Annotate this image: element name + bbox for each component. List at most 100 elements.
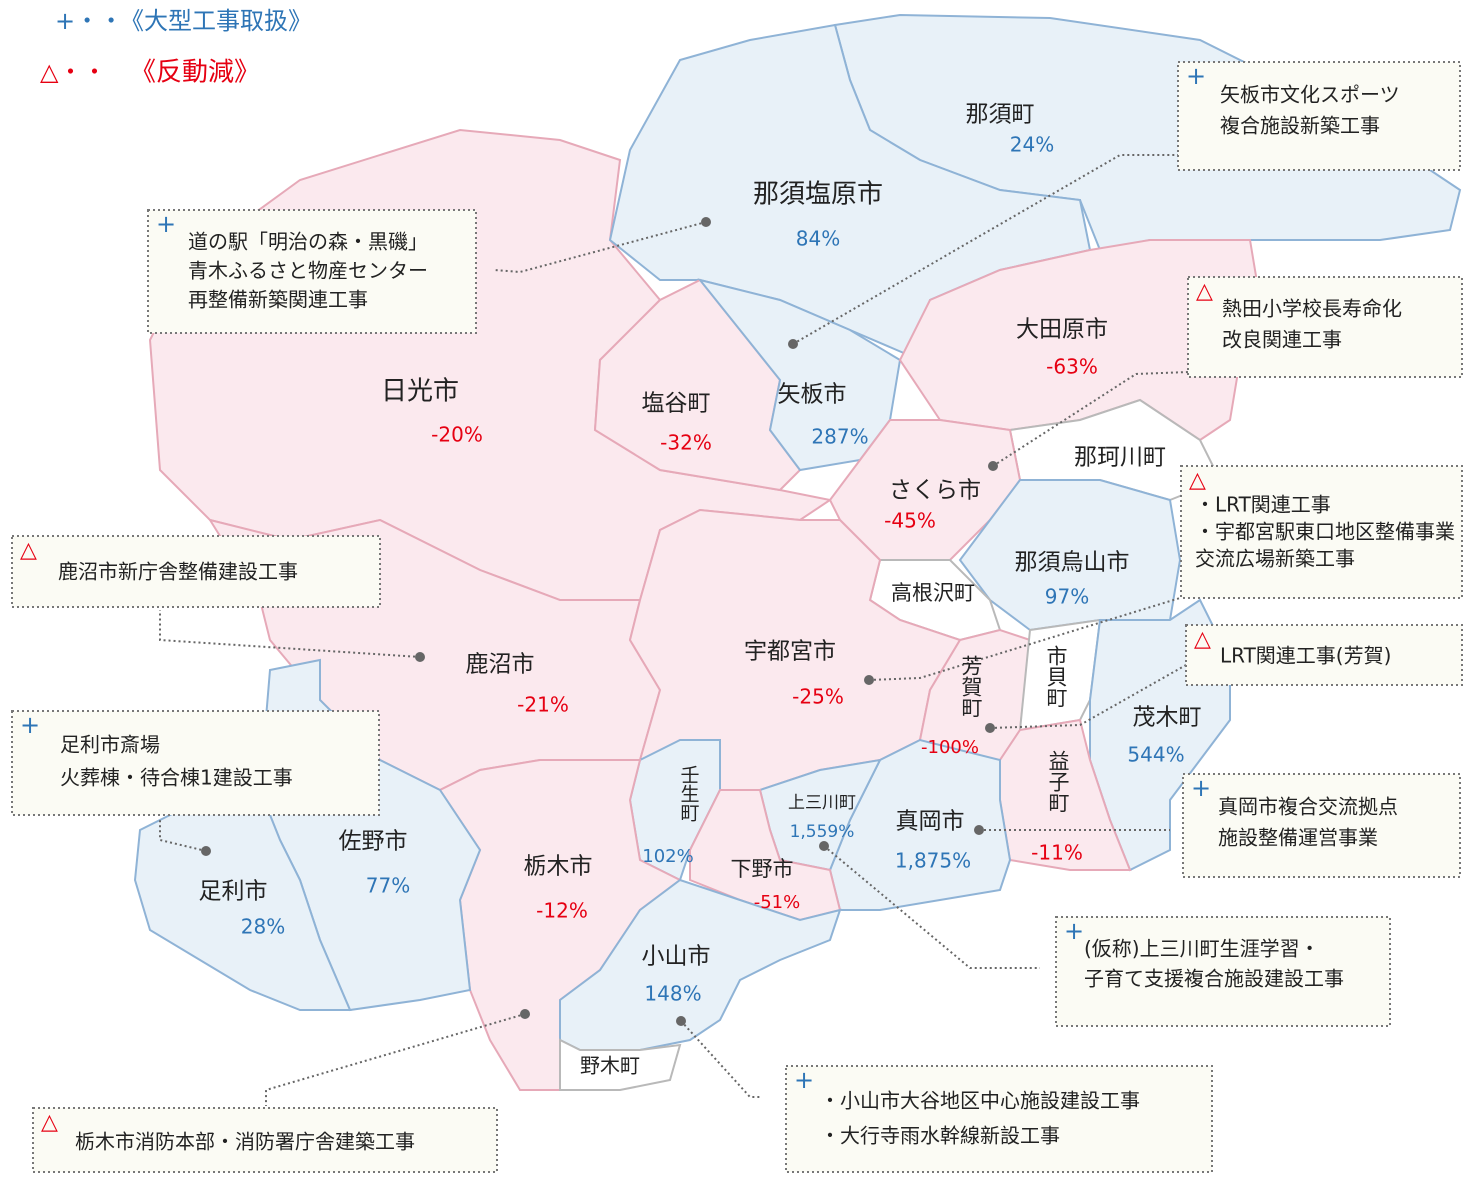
region-name: 壬生町 (678, 765, 700, 822)
callout-text: ・宇都宮駅東口地区整備事業 (1195, 520, 1455, 544)
site-dot (415, 652, 425, 662)
region-name: 那須町 (966, 102, 1035, 128)
callout-text: 施設整備運営事業 (1218, 826, 1378, 850)
region-name: 市貝町 (1044, 645, 1068, 708)
callout-text: 矢板市文化スポーツ (1220, 83, 1400, 107)
callout-marker: △ (20, 538, 37, 563)
legend-label: 《大型工事取扱》 (120, 7, 312, 35)
callout-text: 真岡市複合交流拠点 (1218, 795, 1398, 819)
site-dot (988, 461, 998, 471)
region-change: 1,559% (790, 822, 855, 842)
region-name: 塩谷町 (642, 391, 711, 417)
callout-marker: △ (41, 1110, 58, 1135)
region-change: 1,875% (895, 849, 971, 873)
callout-text: 青木ふるさと物産センター (188, 259, 428, 283)
region-name: 足利市 (199, 879, 268, 905)
callout-marker: + (20, 711, 40, 739)
callout-box (1180, 465, 1463, 599)
region-name: 大田原市 (1016, 317, 1108, 343)
callout-text: ・LRT関連工事 (1195, 493, 1331, 517)
callout-text: (仮称)上三川町生涯学習・ (1084, 937, 1320, 961)
region-labels: 那須町 24% 那須塩原市 84% 日光市 -20% 塩谷町 -32% 矢板市 … (199, 102, 1202, 1078)
callout-text: 熱田小学校長寿命化 (1222, 297, 1402, 321)
region-name: 上三川町 (788, 793, 856, 813)
callout-box (1177, 61, 1461, 171)
legend-symbol: +・・ (55, 7, 123, 35)
callout-text: 火葬棟・待合棟1建設工事 (60, 766, 293, 790)
region-change: -100% (921, 737, 979, 758)
callout-box (147, 209, 477, 334)
callout-box (32, 1107, 498, 1173)
callout-text: 栃木市消防本部・消防署庁舎建築工事 (75, 1130, 415, 1154)
region-name: 小山市 (642, 944, 711, 970)
region-change: -21% (517, 693, 569, 717)
leader-line (680, 1020, 762, 1098)
callout-marker: + (794, 1066, 814, 1094)
callout-marker: + (1064, 917, 1084, 945)
legend-symbol: △・・ (40, 58, 106, 86)
region-name: 真岡市 (896, 809, 965, 835)
region-shape (559, 1038, 682, 1091)
callout-box (1185, 624, 1463, 686)
callout-text: 交流広場新築工事 (1195, 547, 1355, 571)
callout-text: LRT関連工事(芳賀) (1220, 644, 1391, 668)
site-dot (520, 1009, 530, 1019)
leader-line (989, 664, 1187, 729)
region-change: 97% (1045, 585, 1089, 609)
region-name: 佐野市 (339, 829, 408, 855)
callout-box (1182, 773, 1461, 878)
region-change: 544% (1127, 743, 1184, 767)
region-shape (1018, 618, 1102, 732)
region-change: 24% (1010, 133, 1054, 157)
region-change: -12% (536, 899, 588, 923)
callout-marker: △ (1196, 279, 1213, 304)
callout-box (11, 535, 381, 608)
region-change: 102% (642, 846, 693, 867)
callout-box (785, 1065, 1213, 1173)
callout-box (11, 710, 380, 816)
region-change: 28% (241, 915, 285, 939)
leader-line (159, 610, 421, 658)
region-name: 宇都宮市 (744, 639, 836, 665)
leader-line (992, 371, 1189, 467)
callout-text: ・大行寺雨水幹線新設工事 (820, 1124, 1060, 1148)
legend-label: 《反動減》 (130, 58, 260, 88)
callout-text: 道の駅「明治の森・黒磯」 (188, 230, 428, 254)
callout-text: 鹿沼市新庁舎整備建設工事 (58, 560, 298, 584)
region-name: さくら市 (889, 478, 981, 504)
callout-marker: + (1186, 62, 1206, 90)
callout-text: 子育て支援複合施設建設工事 (1084, 967, 1344, 991)
site-dot (974, 825, 984, 835)
legend: +・・ 《大型工事取扱》 △・・ 《反動減》 (40, 7, 312, 88)
site-dot (701, 217, 711, 227)
region-change: -45% (884, 509, 936, 533)
region-name: 茂木町 (1133, 705, 1202, 731)
region-change: 148% (644, 982, 701, 1006)
region-name: 那珂川町 (1074, 445, 1166, 471)
callout-text: 改良関連工事 (1222, 328, 1342, 352)
leader-line (265, 1013, 526, 1106)
region-name: 益子町 (1046, 750, 1070, 813)
region-change: -11% (1031, 841, 1083, 865)
callout-text: ・小山市大谷地区中心施設建設工事 (820, 1089, 1140, 1113)
region-name: 那須烏山市 (1015, 550, 1130, 576)
leaders (159, 154, 1189, 1106)
leader-line (868, 597, 1181, 681)
region-change: -32% (660, 431, 712, 455)
callout-box (1187, 276, 1463, 378)
region-name: 栃木市 (524, 854, 593, 880)
callout-marker: △ (1194, 627, 1211, 652)
region-name: 日光市 (381, 377, 459, 407)
callout-marker: + (156, 210, 176, 238)
callout-text: 足利市斎場 (60, 733, 160, 757)
regions (133, 13, 1462, 1091)
region-change: 84% (796, 227, 840, 251)
region-name: 下野市 (731, 857, 794, 881)
site-dot (819, 841, 829, 851)
callout-box (1055, 916, 1391, 1027)
region-change: -25% (792, 685, 844, 709)
site-dot (864, 675, 874, 685)
region-name: 那須塩原市 (753, 180, 883, 210)
site-dot (676, 1016, 686, 1026)
